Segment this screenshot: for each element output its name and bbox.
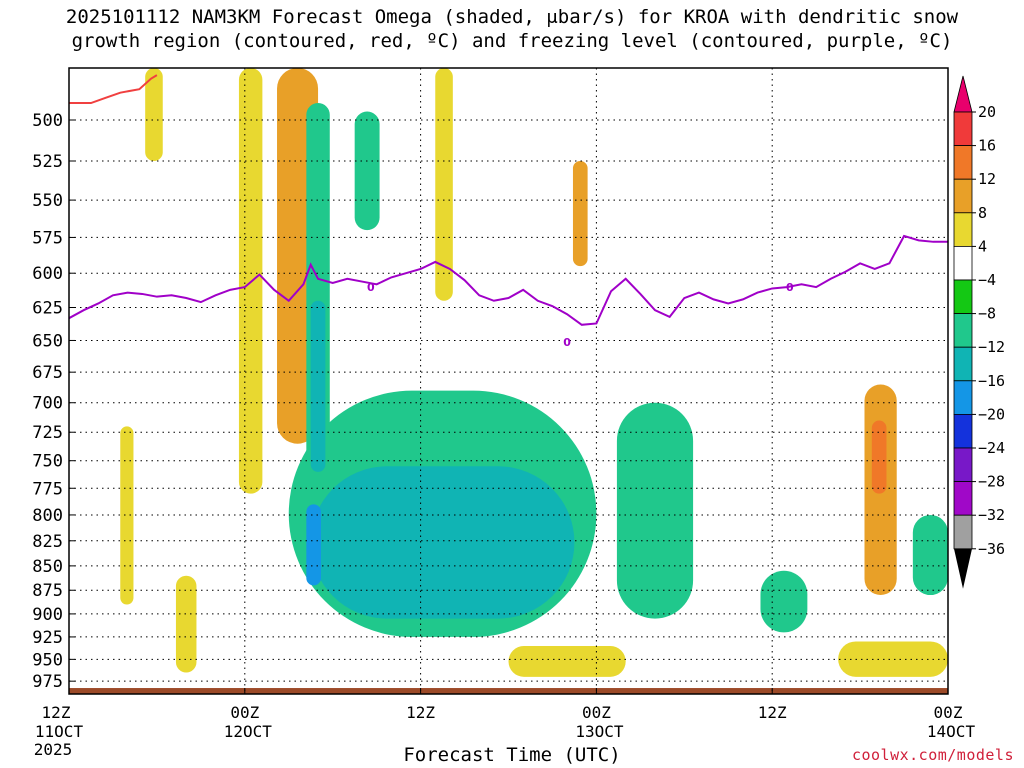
contours: 0 0 0 [69,74,948,349]
colorbar: 20 16 12 8 4 −4 −8 −12 −16 −20 −24 −28 −32 −36 [953,75,1005,589]
y-tick-label: 775 [32,479,63,499]
freezing-level-label: 0 [367,281,375,294]
omega-region [175,575,197,673]
colorbar-segment [953,245,973,281]
x-tick-date-label: 14OCT [927,722,976,741]
y-tick-label: 750 [32,452,63,472]
omega-region [616,402,694,619]
omega-region [306,504,321,586]
plot-frame [68,67,949,695]
terrain-band [69,688,948,694]
freezing-level-label: 0 [563,336,571,349]
y-tick-label: 850 [32,557,63,577]
colorbar-label: −4 [978,271,996,289]
credit-text[interactable]: coolwx.com/models [851,746,1014,764]
grid-lines [69,68,948,694]
y-tick-label: 700 [32,394,63,414]
omega-region [120,426,134,605]
colorbar-segment [953,212,973,247]
freezing-level-label: 0 [786,281,794,294]
colorbar-label: 12 [978,170,996,188]
colorbar-label: 8 [978,204,987,222]
x-tick-date-label: 11OCT [35,722,84,741]
colorbar-label: −8 [978,305,996,323]
y-tick-label: 875 [32,581,63,601]
y-tick-label: 975 [32,672,63,692]
dgz-contour-line [69,74,158,105]
x-tick-label: 12Z [758,703,787,722]
colorbar-segment [953,514,973,550]
colorbar-label: 4 [978,237,987,255]
y-tick-label: 925 [32,628,63,648]
colorbar-segment [953,481,973,516]
x-tick-label: 12Z [42,703,71,722]
y-tick-label: 550 [32,191,63,211]
colorbar-label: −12 [978,338,1005,356]
x-tick-date-label: 12OCT [224,722,273,741]
colorbar-label: −32 [978,506,1005,524]
omega-region [508,645,626,677]
colorbar-segment [953,178,973,214]
colorbar-segment [953,380,973,415]
chart-title-line2: growth region (contoured, red, ºC) and f… [71,30,953,52]
colorbar-label: −24 [978,439,1005,457]
y-tick-label: 525 [32,152,63,172]
terrain-fill [69,688,948,694]
chart-title-line1: 2025101112 NAM3KM Forecast Omega (shaded… [65,6,959,28]
x-tick-label: 00Z [582,703,611,722]
y-tick-label: 825 [32,532,63,552]
colorbar-segment [953,313,973,348]
colorbar-bottom-arrow [954,548,972,589]
y-tick-label: 600 [32,264,63,284]
x-tick-label: 00Z [934,703,963,722]
colorbar-label: −28 [978,473,1005,491]
omega-region [310,466,575,619]
x-tick-date-label: 13OCT [575,722,624,741]
colorbar-segment [953,111,973,146]
omega-region [310,300,326,472]
x-tick-label: 12Z [406,703,435,722]
colorbar-segment [953,346,973,382]
omega-region [435,68,453,301]
colorbar-segment [953,279,973,314]
y-tick-label: 725 [32,423,63,443]
omega-region [912,514,948,596]
omega-region [760,570,808,633]
colorbar-label: −36 [978,540,1005,558]
omega-region [354,111,380,231]
x-tick-label: 00Z [230,703,259,722]
omega-region [871,420,887,494]
colorbar-label: −16 [978,372,1005,390]
colorbar-segment [953,413,973,449]
omega-region [572,160,588,267]
colorbar-label: 16 [978,137,996,155]
y-tick-label: 500 [32,111,63,131]
y-tick-label: 675 [32,363,63,383]
y-axis: 500 525 550 575 600 625 650 675 700 725 750 775 800 8… [32,111,75,692]
omega-region [145,68,163,161]
y-tick-label: 625 [32,299,63,319]
omega-shading [120,68,948,677]
colorbar-segment [953,145,973,180]
y-tick-label: 900 [32,605,63,625]
y-tick-label: 575 [32,228,63,248]
y-tick-label: 650 [32,331,63,351]
y-tick-label: 800 [32,506,63,526]
y-tick-label: 950 [32,650,63,670]
omega-region [838,641,948,677]
x-axis-title: Forecast Time (UTC) [403,744,621,766]
freezing-level-line [69,234,948,326]
colorbar-label: −20 [978,405,1005,423]
colorbar-top-arrow [953,75,973,113]
colorbar-label: 20 [978,103,996,121]
colorbar-segment [953,447,973,482]
x-tick-year-label: 2025 [34,740,73,759]
